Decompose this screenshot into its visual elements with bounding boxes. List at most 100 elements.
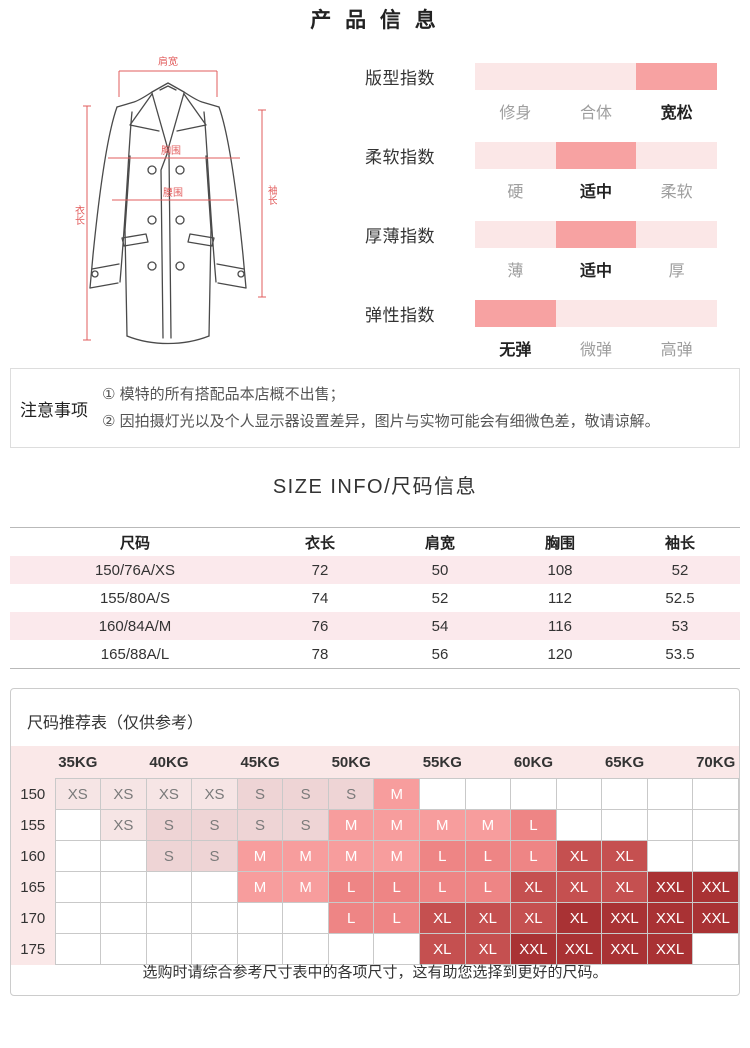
size-table-row: 160/84A/M 76 54 116 53 — [10, 612, 740, 640]
index-option-label: 柔软 — [660, 184, 693, 201]
shoulder-width-label: 肩宽 — [158, 55, 178, 68]
index-bar-segment — [636, 220, 718, 248]
empty-cell — [282, 933, 329, 965]
index-bar-segment — [636, 62, 718, 90]
softness-index-label: 柔软指数 — [365, 147, 435, 167]
height-label-cell: 175 — [11, 933, 55, 965]
size-table-cell: 116 — [548, 617, 572, 635]
index-bar-segment — [555, 62, 637, 90]
size-table-header-cell: 肩宽 — [424, 534, 455, 552]
recommended-size-cell: M — [282, 871, 329, 903]
size-table-cell: 78 — [311, 645, 329, 663]
size-table-cell: 112 — [548, 589, 572, 607]
weight-header-spacer — [556, 746, 602, 779]
size-table-row: 165/88A/L 78 56 120 53.5 — [10, 640, 740, 669]
weight-header-spacer — [373, 746, 420, 779]
fit-index-label: 版型指数 — [365, 68, 435, 88]
index-option-label: 修身 — [499, 105, 532, 122]
product-index-panel: 版型指数 修身 合体 宽松 柔软指数 硬适中 柔软 厚薄指数 薄适中厚 弹性指数 无弹… — [365, 62, 718, 378]
size-table-header-cell: 衣长 — [304, 534, 335, 552]
index-bar-segment — [636, 299, 718, 327]
notice-label: 注意事项 — [20, 400, 88, 420]
recommended-size-cell: XL — [601, 840, 648, 872]
empty-cell — [145, 902, 193, 934]
empty-cell — [54, 933, 102, 965]
thickness-index-label: 厚薄指数 — [365, 226, 435, 246]
recommended-size-cell: XXL — [510, 933, 557, 965]
empty-cell — [419, 778, 466, 810]
chest-label: 胸围 — [161, 144, 181, 157]
waist-label: 腰围 — [163, 187, 183, 199]
size-table-cell: 76 — [311, 617, 329, 635]
recommended-size-cell: XS — [100, 809, 147, 841]
page-title: 产 品 信 息 — [310, 9, 440, 32]
recommended-size-cell: L — [419, 871, 466, 903]
weight-header-cell: 70KG — [692, 746, 739, 779]
size-table-cell: 155/80A/S — [99, 589, 171, 607]
size-table-cell: 53.5 — [665, 645, 695, 663]
size-table-cell: 50 — [431, 561, 449, 579]
recommendation-row: 165 M M L L L L XL XL XL XXL XXL — [11, 871, 739, 903]
empty-cell — [601, 809, 648, 841]
height-label-cell: 150 — [11, 778, 55, 810]
size-recommendation-box: 尺码推荐表（仅供参考） 35KG 40KG 45KG 50KG 55KG 60KG 65KG… — [10, 688, 740, 996]
recommended-size-cell: L — [373, 902, 420, 934]
recommended-size-cell: L — [373, 871, 420, 903]
elasticity-index-bar — [475, 299, 718, 327]
empty-cell — [236, 933, 284, 965]
weight-header-cell: 50KG — [328, 746, 374, 779]
recommended-size-cell: XS — [54, 778, 102, 810]
recommended-size-cell: XS — [145, 778, 193, 810]
recommended-size-cell: L — [327, 871, 375, 903]
recommended-size-cell: XL — [555, 840, 603, 872]
empty-cell — [145, 933, 193, 965]
empty-cell — [373, 933, 420, 965]
index-bar-segment — [475, 62, 556, 90]
empty-cell — [555, 809, 603, 841]
recommended-size-cell: S — [282, 809, 329, 841]
weight-header-cell: 65KG — [601, 746, 648, 779]
empty-cell — [646, 778, 694, 810]
size-table-cell: 52 — [671, 561, 689, 579]
weight-header-cell: 40KG — [146, 746, 192, 779]
empty-cell — [692, 809, 739, 841]
weight-header-spacer — [465, 746, 511, 779]
height-label-cell: 155 — [11, 809, 55, 841]
recommended-size-cell: XL — [555, 902, 603, 934]
garment-measurement-diagram: 肩宽 胸围 腰围 衣长 袖长 — [72, 50, 278, 352]
recommended-size-cell: M — [327, 809, 375, 841]
size-table-cell: 53 — [671, 617, 689, 635]
size-table-cell: 52.5 — [665, 589, 695, 607]
thickness-index-options: 薄 适中 厚 — [475, 248, 717, 281]
empty-cell — [191, 871, 238, 903]
size-table-cell: 74 — [311, 589, 329, 607]
notice-box: 注意事项 ① 模特的所有搭配品本店概不出售； ② 因拍摄灯光以及个人显示器设置差… — [10, 368, 740, 448]
recommended-size-cell: S — [145, 809, 193, 841]
softness-index-options: 硬 适中 柔软 — [475, 169, 717, 202]
size-recommendation-table: 35KG 40KG 45KG 50KG 55KG 60KG 65KG 70KG 150 XS XS X… — [11, 746, 739, 965]
elasticity-index-options: 无弹 微弹 高弹 — [475, 327, 717, 360]
recommendation-row: 150 XS XS XS XS S S S M — [11, 778, 739, 810]
size-table-row: 150/76A/XS 72 50 108 52 — [10, 556, 740, 584]
index-option-label: 适中 — [580, 263, 613, 280]
recommended-size-cell: XL — [419, 933, 466, 965]
size-recommendation-title: 尺码推荐表（仅供参考） — [27, 715, 204, 732]
fit-index-bar — [475, 62, 718, 90]
empty-cell — [100, 902, 147, 934]
index-option-label: 微弹 — [580, 342, 613, 359]
empty-cell — [54, 871, 102, 903]
empty-cell — [54, 840, 102, 872]
empty-cell — [692, 840, 739, 872]
index-bar-segment — [555, 141, 637, 169]
length-label: 衣长 — [73, 204, 85, 225]
notice-line-2: ② 因拍摄灯光以及个人显示器设置差异，图片与实物可能会有细微色差，敬请谅解。 — [102, 413, 660, 430]
index-option-label: 宽松 — [660, 105, 693, 122]
recommended-size-cell: S — [236, 809, 284, 841]
index-bar-segment — [636, 141, 718, 169]
recommended-size-cell: XL — [601, 871, 648, 903]
height-label-cell: 170 — [11, 902, 55, 934]
weight-header-cell: 45KG — [237, 746, 283, 779]
recommended-size-cell: S — [191, 809, 238, 841]
fit-index-options: 修身 合体 宽松 — [475, 90, 717, 123]
